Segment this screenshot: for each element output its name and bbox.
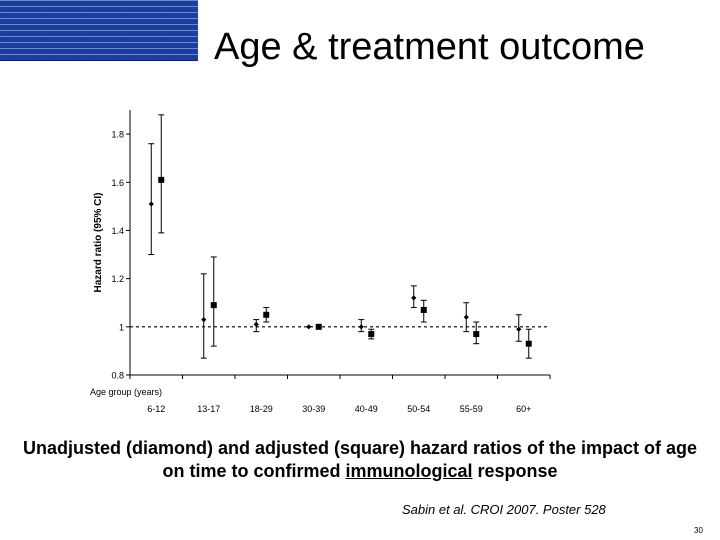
slide-title: Age & treatment outcome bbox=[214, 26, 645, 68]
square-marker bbox=[368, 331, 375, 338]
citation: Sabin et al. CROI 2007. Poster 528 bbox=[402, 502, 606, 517]
caption-text-start: Unadjusted (diamond) and adjusted (squar… bbox=[22, 438, 698, 481]
diamond-marker bbox=[201, 316, 207, 323]
caption-text-end: response bbox=[472, 461, 558, 481]
square-marker bbox=[263, 311, 270, 318]
category-label: 60+ bbox=[516, 404, 531, 414]
square-marker bbox=[315, 323, 322, 330]
y-tick-label: 1.2 bbox=[111, 274, 124, 284]
square-marker bbox=[210, 302, 217, 309]
slide-caption: Unadjusted (diamond) and adjusted (squar… bbox=[20, 437, 700, 483]
y-tick-label: 1.4 bbox=[111, 226, 124, 236]
square-marker bbox=[473, 331, 480, 338]
category-label: 13-17 bbox=[197, 404, 220, 414]
diamond-marker bbox=[463, 314, 469, 320]
diamond-marker bbox=[253, 321, 259, 328]
y-axis-label: Hazard ratio (95% CI) bbox=[93, 192, 104, 292]
diamond-marker bbox=[148, 201, 154, 207]
square-marker bbox=[525, 340, 532, 347]
category-label: 30-39 bbox=[302, 404, 325, 414]
square-marker bbox=[158, 176, 165, 183]
diamond-marker bbox=[516, 326, 522, 332]
category-label: 55-59 bbox=[460, 404, 483, 414]
square-marker bbox=[420, 306, 427, 313]
y-tick-label: 0.8 bbox=[111, 371, 124, 381]
diamond-marker bbox=[411, 295, 417, 301]
page-number: 30 bbox=[694, 526, 703, 535]
y-tick-label: 1.6 bbox=[111, 178, 124, 188]
category-label: 6-12 bbox=[147, 404, 165, 414]
conference-logo bbox=[0, 0, 198, 61]
caption-underlined-word: immunological bbox=[345, 461, 473, 481]
diamond-marker bbox=[358, 324, 364, 330]
hazard-ratio-chart: 0.8 1 1.2 1.4 1.6 1.8 Hazard ratio (95% CI) Age… bbox=[90, 110, 551, 414]
category-label: 18-29 bbox=[250, 404, 273, 414]
y-tick-label: 1.8 bbox=[111, 130, 124, 140]
category-label: 40-49 bbox=[355, 404, 378, 414]
category-label: 50-54 bbox=[407, 404, 430, 414]
x-axis-title: Age group (years) bbox=[90, 387, 162, 397]
y-tick-label: 1 bbox=[119, 322, 124, 332]
diamond-marker bbox=[306, 324, 312, 330]
